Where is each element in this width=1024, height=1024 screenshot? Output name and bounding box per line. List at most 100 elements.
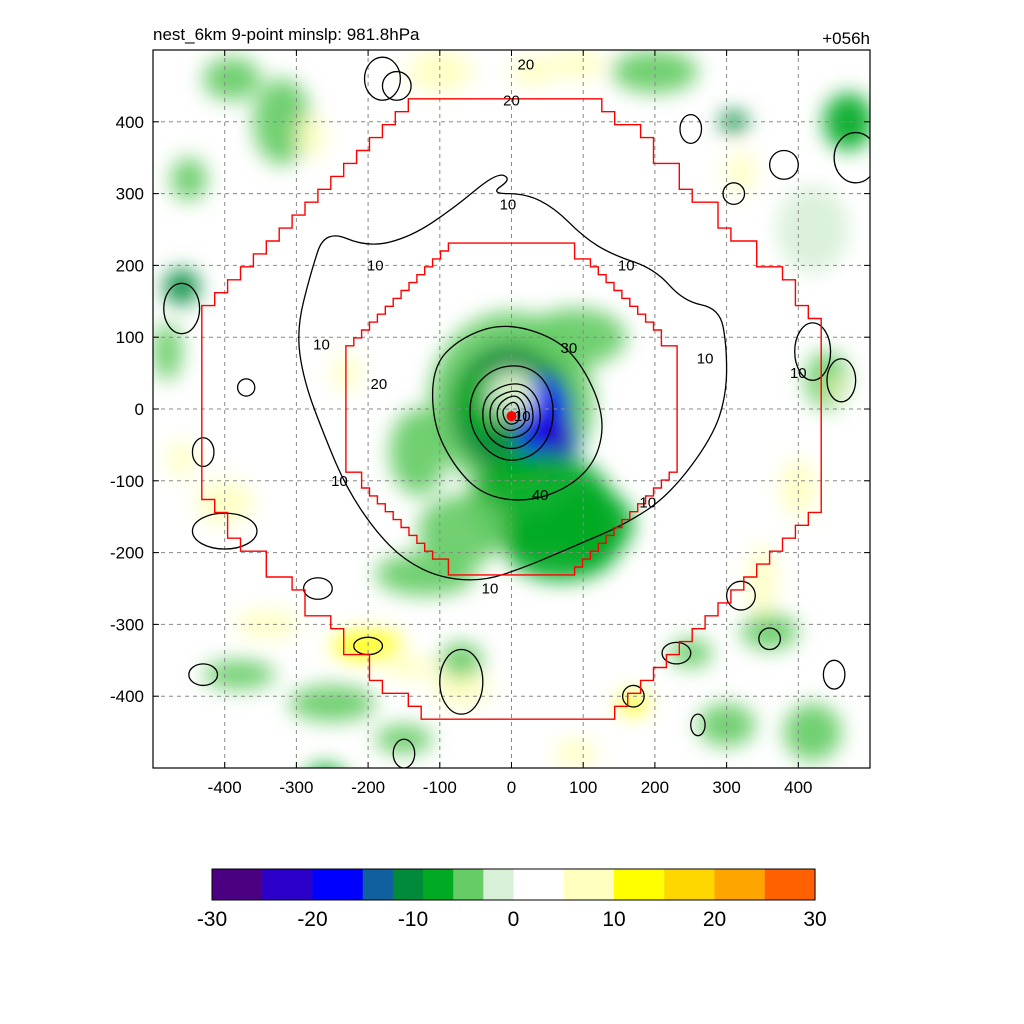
contour-small <box>392 738 416 768</box>
contour-lines <box>163 56 870 768</box>
contour-label: 40 <box>532 487 549 504</box>
colorbar-cell <box>372 869 384 900</box>
colorbar-cell <box>212 869 223 900</box>
domain-boundaries <box>201 98 822 720</box>
shaded-blob <box>525 308 627 366</box>
x-tick-label: -100 <box>423 778 457 797</box>
shaded-blob <box>170 157 207 201</box>
x-tick-label: 400 <box>784 778 812 797</box>
contour-label: 10 <box>482 581 499 598</box>
colorbar-cell <box>724 869 736 900</box>
colorbar-cell <box>624 869 635 900</box>
contour-20 <box>431 325 603 501</box>
shaded-blob <box>783 703 842 761</box>
shaded-blob <box>776 186 849 273</box>
colorbar-cell <box>664 869 675 900</box>
contour-small <box>191 437 215 468</box>
colorbar-cell <box>634 869 645 900</box>
contour-small <box>381 70 412 101</box>
y-tick-label: 400 <box>116 113 144 132</box>
colorbar-tick-label: -20 <box>297 908 327 931</box>
chart-title: nest_6km 9-point minslp: 981.8hPa <box>153 25 420 44</box>
y-axis: 400 300 200 100 0 -100 -200 -300 -400 <box>110 113 870 706</box>
contour-small <box>163 282 201 335</box>
colorbar-cell <box>282 869 293 900</box>
shaded-blob <box>748 545 777 618</box>
colorbar-cell <box>503 869 515 900</box>
contour-small <box>661 641 692 665</box>
colorbar-cell <box>352 869 364 900</box>
contour-label: 20 <box>517 56 534 73</box>
colorbar-cell <box>272 869 283 900</box>
contour-small <box>826 358 857 403</box>
colorbar-cell <box>614 869 625 900</box>
shaded-blob <box>163 268 200 305</box>
x-tick-label: 200 <box>641 778 669 797</box>
contour-30 <box>469 365 554 461</box>
colorbar-tick-label: 20 <box>703 908 726 931</box>
contour-label: 30 <box>561 340 578 357</box>
shaded-blob <box>382 656 440 679</box>
colorbar-cell <box>413 869 424 900</box>
colorbar-cell <box>513 869 525 900</box>
colorbar-cell <box>794 869 806 900</box>
y-tick-label: -400 <box>110 687 144 706</box>
colorbar-cell <box>362 869 374 900</box>
shaded-blob <box>439 642 483 679</box>
colorbar-cell <box>654 869 665 900</box>
contour-label: 10 <box>790 365 807 382</box>
shaded-blob <box>296 114 326 158</box>
colorbar-cell <box>232 869 243 900</box>
colorbar-ticks: -30 -20 -10 0 10 20 30 <box>197 908 827 931</box>
shaded-blob <box>740 613 799 650</box>
contour-label: 10 <box>313 336 330 353</box>
colorbar-cell <box>593 869 605 900</box>
shaded-blob <box>312 764 338 768</box>
y-tick-label: 0 <box>135 400 144 419</box>
colorbar-cell <box>473 869 484 900</box>
x-tick-label: -200 <box>351 778 385 797</box>
colorbar-tick-label: 0 <box>508 908 520 931</box>
shaded-blob <box>289 685 376 722</box>
colorbar-cell <box>573 869 585 900</box>
contour-label: 10 <box>500 196 517 213</box>
shaded-blob <box>823 93 870 151</box>
colorbar-cell <box>402 869 414 900</box>
contour-small <box>768 149 799 180</box>
shaded-blob <box>389 409 447 496</box>
shaded-blob <box>203 660 275 690</box>
colorbar-cell <box>423 869 434 900</box>
shaded-blob <box>407 50 473 94</box>
colorbar-tick-label: -10 <box>398 908 428 931</box>
y-tick-label: 200 <box>116 256 144 275</box>
shaded-blob <box>554 739 598 768</box>
contour-inner <box>482 383 541 450</box>
contour-small <box>302 577 333 600</box>
inner-domain-boundary <box>345 242 678 576</box>
colorbar-cell <box>764 869 776 900</box>
shaded-blob <box>611 50 698 94</box>
colorbar-cell <box>684 869 695 900</box>
colorbar-cell <box>322 869 334 900</box>
colorbar-cell <box>714 869 726 900</box>
colorbar-cell <box>704 869 716 900</box>
colorbar-cell <box>463 869 474 900</box>
shaded-blob <box>511 57 555 86</box>
colorbar-cell <box>342 869 354 900</box>
contour-label: 10 <box>331 473 348 490</box>
colorbar-cell <box>563 869 575 900</box>
contour-10 <box>298 174 728 581</box>
contour-label: 20 <box>503 92 520 109</box>
colorbar-cell <box>312 869 324 900</box>
contour-small <box>833 131 870 184</box>
colorbar-cell <box>754 869 766 900</box>
x-axis: -400 -300 -200 -100 0 100 200 300 400 <box>208 50 812 797</box>
contour-inner <box>502 401 521 425</box>
contour-small <box>794 322 832 381</box>
shaded-blob <box>726 150 756 194</box>
shaded-blob <box>167 441 197 478</box>
colorbar-cell <box>242 869 253 900</box>
contour-label: 10 <box>514 408 531 425</box>
colorbar-cell <box>252 869 263 900</box>
contour-label: 10 <box>367 257 384 274</box>
